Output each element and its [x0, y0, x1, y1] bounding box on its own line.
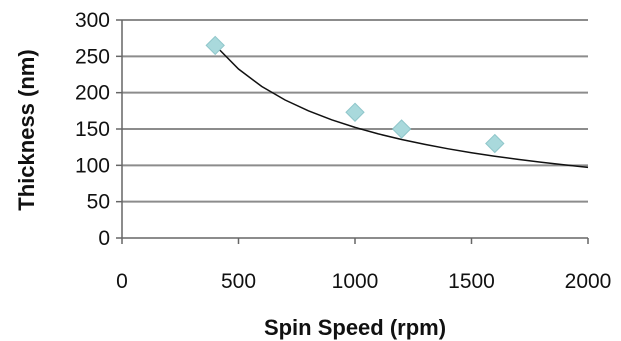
y-tick-label: 250 — [75, 45, 110, 68]
x-tick-label: 0 — [116, 270, 128, 293]
axes — [116, 19, 589, 244]
data-point-diamond — [345, 102, 365, 122]
x-tick-label: 1500 — [448, 270, 495, 293]
y-tick-label: 150 — [75, 118, 110, 141]
y-tick-label: 200 — [75, 82, 110, 105]
x-axis-title: Spin Speed (rpm) — [264, 315, 446, 340]
y-tick-label: 0 — [98, 227, 110, 250]
data-points — [205, 35, 505, 154]
data-point-diamond — [205, 35, 225, 56]
x-tick-label: 500 — [221, 270, 256, 293]
data-point-diamond — [485, 133, 505, 154]
gridlines — [122, 19, 588, 203]
trendline-layer — [214, 44, 589, 169]
power-trendline — [214, 44, 589, 169]
x-tick-label: 1000 — [332, 270, 379, 293]
y-tick-label: 50 — [87, 191, 110, 214]
x-tick-label: 2000 — [565, 270, 612, 293]
y-tick-label: 300 — [75, 9, 110, 32]
y-tick-label: 100 — [75, 154, 110, 177]
data-point-diamond — [391, 119, 412, 139]
tick-labels: 0 50 100 150 200 250 300 0 500 1000 1500 2000 — [75, 9, 611, 293]
y-axis-title: Thickness (nm) — [14, 49, 39, 210]
